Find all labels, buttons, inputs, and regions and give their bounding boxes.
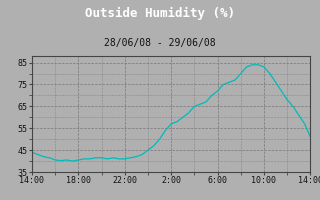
Text: 28/06/08 - 29/06/08: 28/06/08 - 29/06/08 [104,38,216,48]
Text: Outside Humidity (%): Outside Humidity (%) [85,6,235,20]
